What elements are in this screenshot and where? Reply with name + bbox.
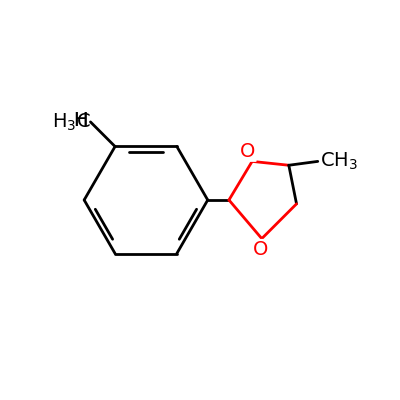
Text: O: O <box>240 142 256 161</box>
Text: H: H <box>73 111 87 130</box>
Text: H: H <box>73 111 87 130</box>
Text: O: O <box>253 240 268 259</box>
Text: $\mathregular{CH_3}$: $\mathregular{CH_3}$ <box>320 151 358 172</box>
Text: $\mathregular{H_3C}$: $\mathregular{H_3C}$ <box>52 111 90 132</box>
